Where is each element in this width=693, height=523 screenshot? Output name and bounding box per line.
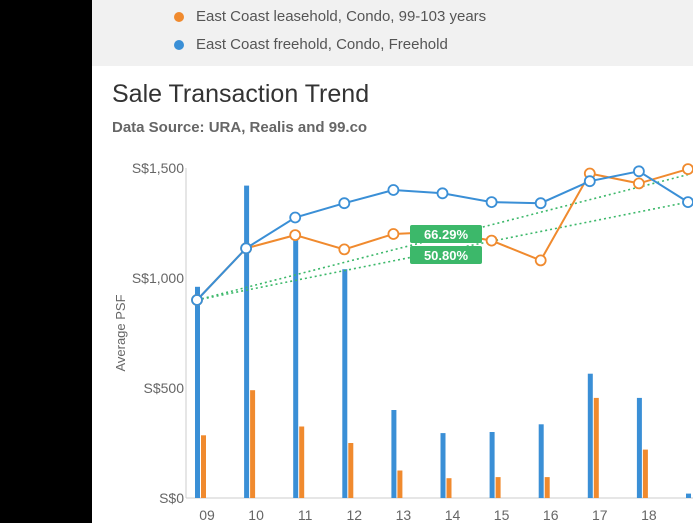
x-tick-label: 15: [494, 507, 510, 523]
legend: East Coast leasehold, Condo, 99-103 year…: [92, 0, 693, 66]
point-freehold: [387, 184, 400, 196]
point-leasehold: [338, 243, 351, 256]
bar-freehold: [244, 185, 250, 498]
x-tick-label: 18: [641, 507, 657, 523]
bar-leasehold: [544, 477, 550, 498]
bar-freehold: [489, 432, 495, 498]
bar-freehold: [587, 373, 593, 498]
y-tick-label: S$0: [159, 490, 184, 506]
point-leasehold: [289, 229, 302, 242]
x-tick-label: 10: [248, 507, 264, 523]
point-freehold: [240, 242, 253, 255]
y-tick-label: S$500: [144, 380, 185, 396]
point-leasehold: [682, 163, 693, 175]
bar-leasehold: [299, 426, 305, 498]
bar-leasehold: [250, 390, 256, 498]
point-leasehold: [534, 254, 547, 267]
x-tick-label: 12: [347, 507, 363, 523]
bar-leasehold: [642, 449, 648, 498]
point-freehold: [191, 294, 203, 306]
bar-leasehold: [348, 443, 354, 498]
annotation-label: 50.80%: [424, 248, 469, 263]
point-freehold: [485, 196, 498, 209]
point-freehold: [534, 197, 547, 210]
bar-leasehold: [201, 435, 206, 498]
x-tick-label: 14: [445, 507, 461, 523]
legend-item-freehold[interactable]: East Coast freehold, Condo, Freehold: [174, 36, 448, 53]
point-freehold: [583, 175, 596, 188]
legend-label-freehold: East Coast freehold, Condo, Freehold: [196, 36, 448, 53]
point-leasehold: [387, 228, 400, 240]
point-freehold: [338, 197, 351, 210]
bar-freehold: [636, 397, 642, 498]
y-tick-label: S$1,000: [132, 270, 184, 286]
annotation-label: 66.29%: [424, 227, 469, 242]
bar-leasehold: [495, 477, 501, 498]
x-tick-label: 13: [396, 507, 412, 523]
point-freehold: [682, 196, 693, 208]
point-freehold: [436, 187, 449, 200]
y-axis-label: Average PSF: [113, 294, 128, 371]
point-freehold: [289, 211, 302, 224]
x-tick-label: 11: [298, 507, 313, 523]
point-leasehold: [485, 234, 498, 247]
legend-label-leasehold: East Coast leasehold, Condo, 99-103 year…: [196, 8, 487, 25]
x-tick-label: 16: [543, 507, 559, 523]
bar-freehold: [440, 433, 446, 498]
bar-freehold: [342, 269, 348, 498]
annotation-badge: [410, 225, 482, 243]
point-leasehold: [633, 177, 645, 190]
bar-freehold: [195, 286, 200, 498]
bar-freehold: [391, 410, 397, 498]
legend-marker-freehold: [174, 39, 184, 50]
annotation-badge: [410, 246, 482, 264]
data-source: Data Source: URA, Realis and 99.co: [112, 119, 368, 136]
legend-marker-leasehold: [174, 11, 184, 22]
bar-freehold: [293, 234, 299, 498]
point-freehold: [633, 165, 645, 178]
x-tick-label: 17: [592, 507, 608, 523]
chart-panel: East Coast leasehold, Condo, 99-103 year…: [92, 0, 693, 523]
chart-plot: S$0 S$500 S$1,000 S$1,500 Average PSF 09 10 11 1…: [113, 160, 693, 523]
bar-freehold: [538, 424, 544, 498]
bar-freehold: [686, 493, 691, 498]
chart-title: Sale Transaction Trend: [112, 80, 370, 108]
bar-leasehold: [397, 470, 403, 498]
legend-item-leasehold[interactable]: East Coast leasehold, Condo, 99-103 year…: [174, 8, 486, 25]
y-tick-label: S$1,500: [132, 160, 184, 176]
bar-leasehold: [446, 478, 452, 498]
bar-leasehold: [593, 397, 599, 498]
x-tick-label: 09: [199, 507, 215, 523]
